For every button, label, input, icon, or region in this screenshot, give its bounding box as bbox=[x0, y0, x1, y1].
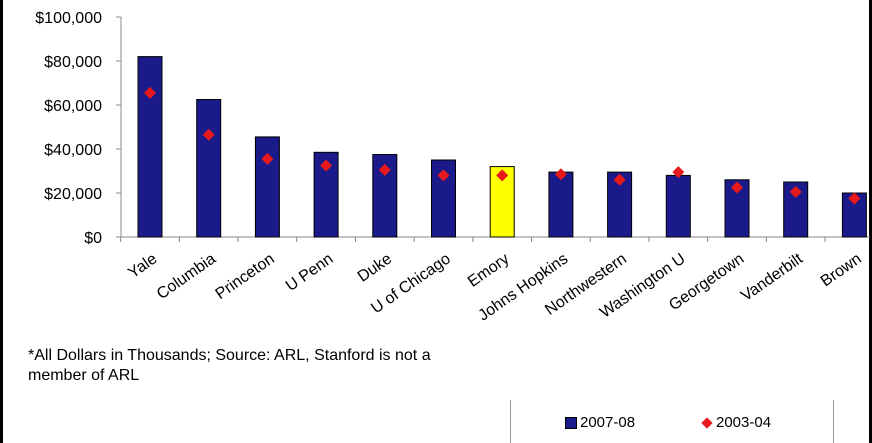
bar-chart: $100,000 $80,000 $60,000 $40,000 $20,000 $0 Ya… bbox=[35, 10, 870, 324]
x-tick-label: Brown bbox=[818, 250, 865, 290]
y-tick-label: $40,000 bbox=[44, 142, 102, 159]
legend-item-marker: 2003-04 bbox=[701, 414, 772, 431]
bar-2007-08 bbox=[548, 171, 574, 238]
marker-2003-04 bbox=[261, 152, 274, 165]
bar-2007-08 bbox=[665, 174, 691, 238]
legend-item-bar: 2007-08 bbox=[565, 414, 635, 431]
x-tick-label: U Penn bbox=[283, 250, 336, 295]
legend-marker-label: 2003-04 bbox=[716, 414, 772, 431]
marker-2003-04 bbox=[202, 128, 215, 141]
x-tick-label: Emory bbox=[465, 250, 513, 290]
y-tick-label: $0 bbox=[84, 230, 102, 247]
x-tick-label: Vanderbilt bbox=[738, 250, 806, 305]
bar-2007-08 bbox=[196, 99, 222, 238]
bar-2007-08 bbox=[137, 56, 163, 238]
chart-legend: 2007-08 2003-04 bbox=[510, 400, 834, 443]
marker-2003-04 bbox=[320, 159, 333, 172]
marker-2003-04 bbox=[496, 169, 509, 182]
x-tick-label: Yale bbox=[125, 250, 160, 282]
bar-2007-08 bbox=[254, 136, 280, 238]
x-tick-label: Duke bbox=[355, 250, 395, 285]
legend-diamond-swatch bbox=[701, 416, 713, 429]
marker-2003-04 bbox=[789, 185, 802, 198]
y-tick-label: $100,000 bbox=[35, 10, 102, 27]
marker-2003-04 bbox=[554, 168, 567, 181]
marker-2003-04 bbox=[378, 163, 391, 176]
y-tick-label: $20,000 bbox=[44, 186, 102, 203]
legend-bar-swatch bbox=[565, 416, 577, 429]
marker-2003-04 bbox=[437, 169, 450, 182]
marker-2003-04 bbox=[144, 86, 156, 99]
marker-2003-04 bbox=[848, 192, 861, 205]
marker-2003-04 bbox=[731, 181, 743, 194]
marker-2003-04 bbox=[613, 173, 626, 186]
legend-bar-label: 2007-08 bbox=[580, 414, 636, 431]
source-footnote: *All Dollars in Thousands; Source: ARL, … bbox=[28, 347, 431, 384]
y-tick-label: $80,000 bbox=[44, 54, 102, 71]
x-tick-label: Columbia bbox=[154, 250, 219, 303]
marker-2003-04 bbox=[672, 166, 685, 179]
bar-2007-08 bbox=[313, 151, 339, 238]
x-tick-label: Princeton bbox=[213, 250, 278, 303]
y-tick-label: $60,000 bbox=[44, 98, 102, 115]
